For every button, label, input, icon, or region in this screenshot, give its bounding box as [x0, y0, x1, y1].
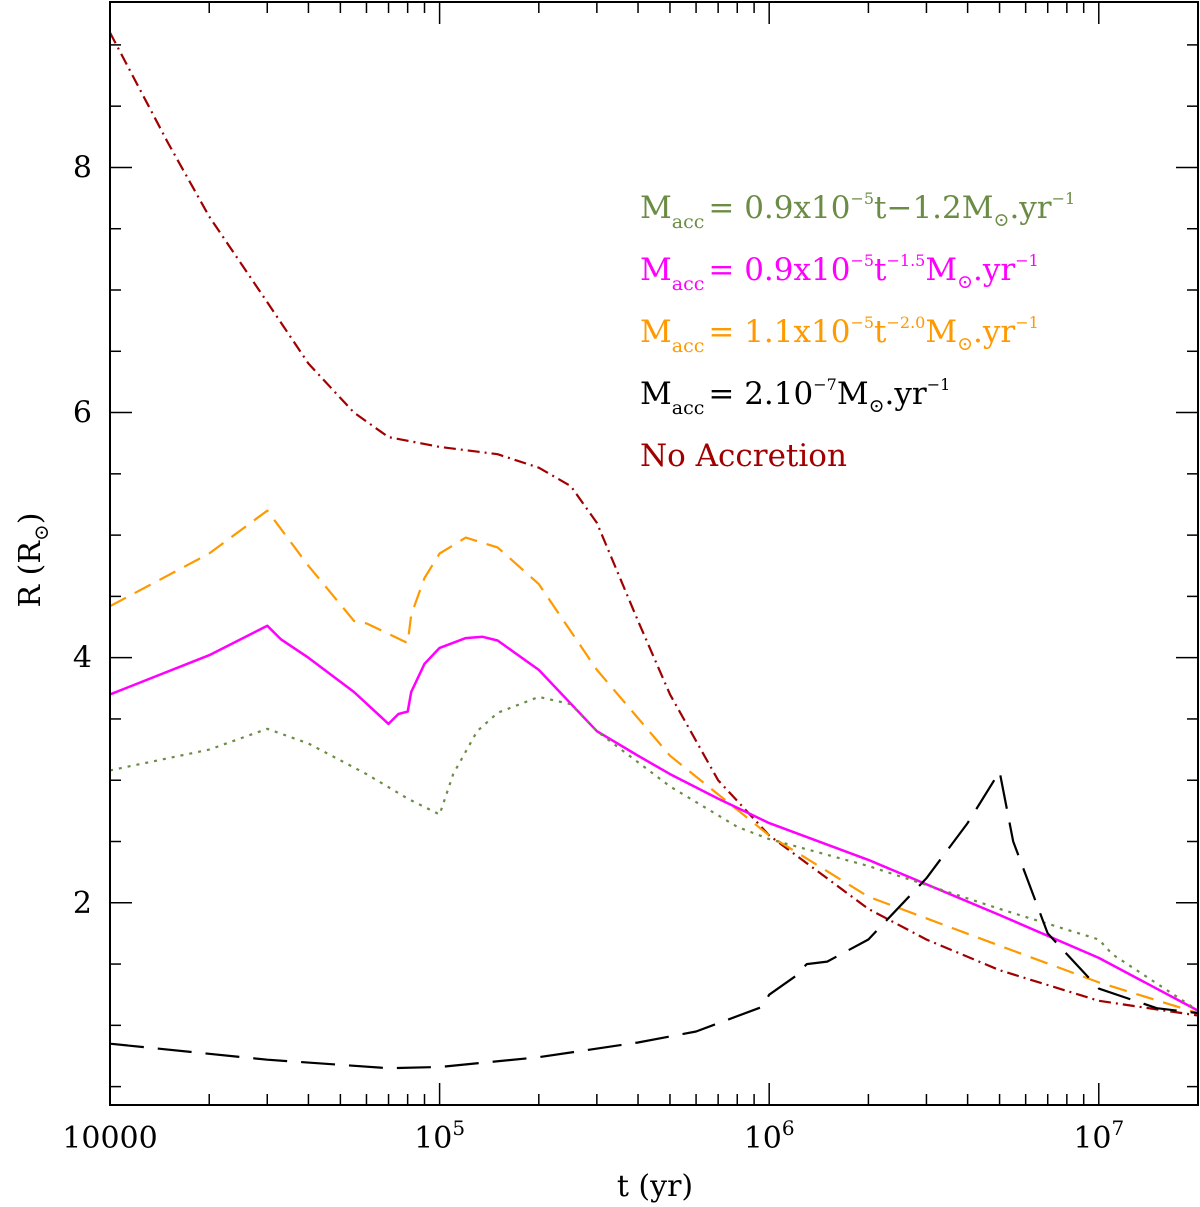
x-tick-label-base: 10 — [1073, 1121, 1111, 1156]
legend-superscript: −1 — [1052, 189, 1076, 208]
legend-symbol: M — [640, 252, 672, 288]
legend-superscript: −5 — [850, 313, 874, 332]
legend-text-part: .yr — [1009, 190, 1051, 226]
legend-superscript: −7 — [813, 375, 837, 394]
series-line-solid — [109, 624, 1199, 1012]
legend-text-part: = 2.10 — [708, 376, 813, 412]
legend-superscript: −1 — [927, 375, 951, 394]
y-tick-label: 4 — [73, 641, 92, 676]
legend-symbol: M — [640, 376, 672, 412]
plot-frame — [109, 1, 1199, 1106]
x-tick-label: 10000 — [62, 1121, 157, 1156]
legend-text-part: .yr — [973, 314, 1015, 350]
legend-entry: Macc = 0.9x10−5t−1.2M⊙.yr−1 — [640, 189, 1075, 233]
series-layer — [109, 32, 1199, 1070]
x-axis-title: t (yr) — [617, 1169, 693, 1204]
legend-text-part: = 0.9x10 — [708, 252, 850, 288]
y-tick-label: 2 — [73, 886, 92, 921]
legend-entry: No Accretion — [640, 438, 847, 474]
y-tick-labels: 2 4 6 8 — [73, 150, 92, 920]
legend-text-part: t−1.2M — [874, 190, 993, 226]
legend-entry: Macc = 1.1x10−5t−2.0M⊙.yr−1 — [640, 313, 1039, 357]
x-tick-label: 107 — [1073, 1116, 1124, 1156]
y-axis-title-close: ) — [13, 513, 48, 525]
series-line-dashdot — [109, 32, 1199, 1017]
series-line-longdash — [109, 770, 1199, 1070]
legend-superscript: −2.0 — [887, 313, 926, 332]
legend-superscript: −1.5 — [887, 251, 926, 270]
x-tick-label-base: 10000 — [62, 1121, 157, 1156]
legend-text-part: M — [837, 376, 869, 412]
legend-text-part: .yr — [885, 376, 927, 412]
x-tick-label-exponent: 5 — [452, 1116, 465, 1140]
y-axis-title-main: R (R — [13, 540, 48, 608]
legend-text-part: t — [874, 314, 887, 350]
y-axis-title: R (R⊙) — [13, 513, 53, 608]
y-tick-label: 6 — [73, 396, 92, 431]
x-tick-label-base: 10 — [414, 1121, 452, 1156]
legend-text-part: = 1.1x10 — [708, 314, 850, 350]
legend-subscript: acc — [672, 397, 705, 419]
legend-superscript: −1 — [1015, 313, 1039, 332]
legend-superscript: −5 — [850, 251, 874, 270]
legend-text-part: M — [925, 252, 957, 288]
legend-subscript: acc — [672, 211, 705, 233]
legend-subscript: ⊙ — [994, 209, 1010, 231]
legend-text-part: t — [874, 252, 887, 288]
legend-text-part: = 0.9x10 — [708, 190, 850, 226]
legend-label: No Accretion — [640, 438, 847, 474]
legend-subscript: ⊙ — [869, 395, 885, 417]
x-tick-label-base: 10 — [744, 1121, 782, 1156]
legend-text-part: M — [925, 314, 957, 350]
legend-superscript: −5 — [850, 189, 874, 208]
x-tick-label-exponent: 7 — [1112, 1116, 1125, 1140]
series-line-dashed — [109, 509, 1199, 1015]
x-tick-label: 106 — [744, 1116, 795, 1156]
legend-subscript: ⊙ — [957, 333, 973, 355]
x-tick-label: 105 — [414, 1116, 465, 1156]
x-tick-labels: 10000 105 106 107 — [62, 1116, 1124, 1156]
legend-entry: Macc = 0.9x10−5t−1.5M⊙.yr−1 — [640, 251, 1039, 295]
legend-symbol: M — [640, 314, 672, 350]
legend-subscript: acc — [672, 273, 705, 295]
legend-subscript: acc — [672, 335, 705, 357]
y-tick-label: 8 — [73, 150, 92, 185]
legend-symbol: M — [640, 190, 672, 226]
legend-entry: Macc = 2.10−7M⊙.yr−1 — [640, 375, 950, 419]
x-tick-label-exponent: 6 — [782, 1116, 795, 1140]
y-axis-title-sub: ⊙ — [29, 524, 53, 541]
legend-subscript: ⊙ — [957, 271, 973, 293]
legend-superscript: −1 — [1015, 251, 1039, 270]
legend-text-part: .yr — [973, 252, 1015, 288]
